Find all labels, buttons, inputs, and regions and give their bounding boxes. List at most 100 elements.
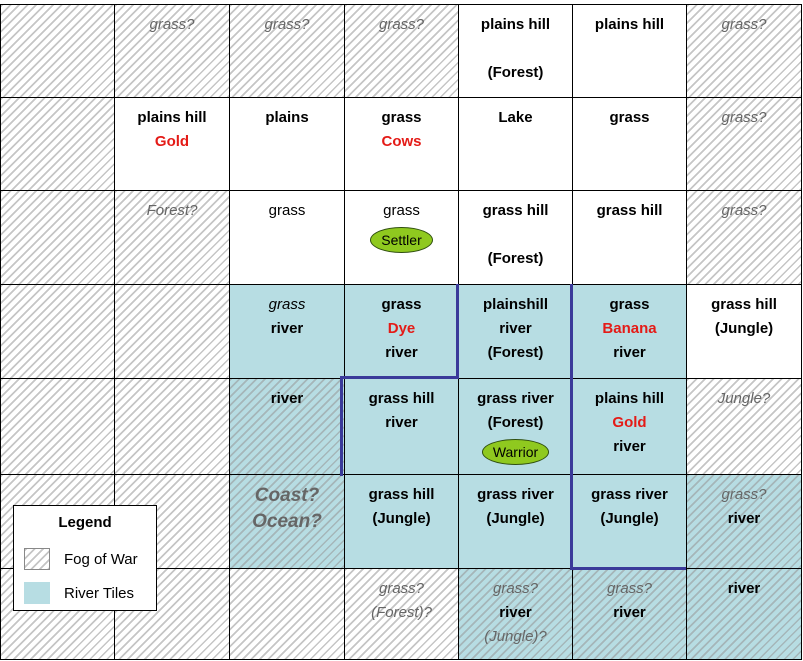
tile-label: grass? [721, 202, 767, 219]
resource-label: Cows [381, 133, 422, 150]
tile-label: plains hill [594, 390, 665, 407]
tile-label: grass hill [596, 202, 663, 219]
map-tile: grass [572, 97, 687, 191]
tile-label: Coast? [254, 485, 320, 506]
map-tile: plains hill (Forest) [458, 4, 573, 98]
map-tile: Jungle? [686, 378, 802, 475]
tile-label: river [613, 438, 646, 455]
map-tile: grass? [114, 4, 230, 98]
map-tile [114, 284, 230, 379]
river-boundary [570, 284, 573, 570]
map-tile: grass Cows [344, 97, 459, 191]
map-tile: grass river (Jungle) [458, 474, 573, 569]
tile-label: river [613, 344, 646, 361]
map-tile: grass Dye river [344, 284, 459, 379]
tile-label: (Forest) [487, 414, 544, 431]
tile-label: grass hill [711, 296, 777, 313]
tile-label: river [727, 580, 761, 597]
tile-label: grass river [477, 390, 554, 407]
map-tile: grass river (Jungle) [572, 474, 687, 569]
tile-label: grass [381, 109, 422, 126]
map-tile: grass hill (Forest) [458, 190, 573, 285]
tile-label: (Jungle) [486, 510, 545, 527]
tile-label: grass [268, 202, 306, 219]
tile-label: grass? [606, 580, 653, 597]
tile-label: (Forest) [487, 250, 544, 267]
map-tile: river [229, 378, 345, 475]
resource-label: Dye [387, 320, 416, 337]
map-tile: grass hill (Jungle) [686, 284, 802, 379]
map-tile: grass hill [572, 190, 687, 285]
tile-label: river [385, 414, 418, 431]
tile-label: plains hill [137, 109, 207, 126]
map-tile: grass? [686, 97, 802, 191]
map-tile: grass river (Forest) Warrior [458, 378, 573, 475]
map-tile [0, 284, 115, 379]
tile-label: river [270, 320, 304, 337]
tile-label: Jungle? [717, 390, 771, 407]
map-tile: grass hill river [344, 378, 459, 475]
tile-label: grass [609, 109, 650, 126]
map-tile: plainshill river (Forest) [458, 284, 573, 379]
river-boundary [456, 284, 459, 378]
map-tile: grass Settler [344, 190, 459, 285]
resource-label: Banana [602, 320, 657, 337]
unit-settler[interactable]: Settler [370, 227, 433, 253]
tile-label: grass? [721, 486, 767, 503]
map-tile: Coast? Ocean? [229, 474, 345, 569]
tile-label: (Jungle) [714, 320, 774, 337]
tile-label: grass [268, 296, 306, 313]
legend-label-river: River Tiles [64, 584, 135, 602]
tile-label: grass? [721, 16, 767, 33]
fog-swatch [24, 548, 50, 570]
tile-label: (Jungle) [372, 510, 431, 527]
map-tile: grass Banana river [572, 284, 687, 379]
map-tile [0, 4, 115, 98]
map-tile: plains hill [572, 4, 687, 98]
legend-item-fog: Fog of War [24, 548, 138, 570]
tile-label: river [727, 510, 761, 527]
tile-label: grass? [149, 16, 195, 33]
map-tile: grass? [686, 190, 802, 285]
tile-label: river [385, 344, 418, 361]
tile-label: Forest? [146, 202, 198, 219]
map-tile: Forest? [114, 190, 230, 285]
unit-warrior[interactable]: Warrior [481, 439, 550, 465]
map-tile [0, 97, 115, 191]
map-tile: Lake [458, 97, 573, 191]
tile-label: plainshill [482, 296, 548, 313]
tile-label: (Forest) [487, 64, 544, 81]
map-tile: grass? river [686, 474, 802, 569]
tile-label: grass hill [368, 390, 435, 407]
tile-label: Ocean? [252, 511, 322, 532]
tile-label: grass? [721, 109, 767, 126]
map-tile [0, 378, 115, 475]
river-boundary [570, 567, 686, 570]
map-tile: grass hill (Jungle) [344, 474, 459, 569]
legend-label-fog: Fog of War [64, 550, 138, 568]
map-tile: plains [229, 97, 345, 191]
legend: Legend Fog of War River Tiles [13, 505, 157, 611]
tile-label: grass [381, 296, 422, 313]
tile-label: river [613, 604, 646, 621]
tile-label: (Forest)? [371, 604, 432, 621]
tile-label: grass? [264, 16, 310, 33]
tile-label: grass? [378, 16, 425, 33]
tile-label: (Jungle) [600, 510, 659, 527]
tile-label: Lake [498, 109, 533, 126]
map-tile: river [686, 568, 802, 660]
resource-label: Gold [612, 414, 647, 431]
river-boundary [340, 376, 343, 476]
map-tile: grass [229, 190, 345, 285]
tile-label: grass? [378, 580, 425, 597]
tile-label: grass [609, 296, 650, 313]
tile-label: grass river [591, 486, 668, 503]
tile-label: grass? [492, 580, 539, 597]
map-tile [0, 190, 115, 285]
map-tile: grass? [686, 4, 802, 98]
map-tile: grass? [229, 4, 345, 98]
tile-label: plains [265, 109, 309, 126]
tile-label: river [270, 390, 304, 407]
tile-label: grass hill [368, 486, 435, 503]
tile-label: grass river [477, 486, 554, 503]
